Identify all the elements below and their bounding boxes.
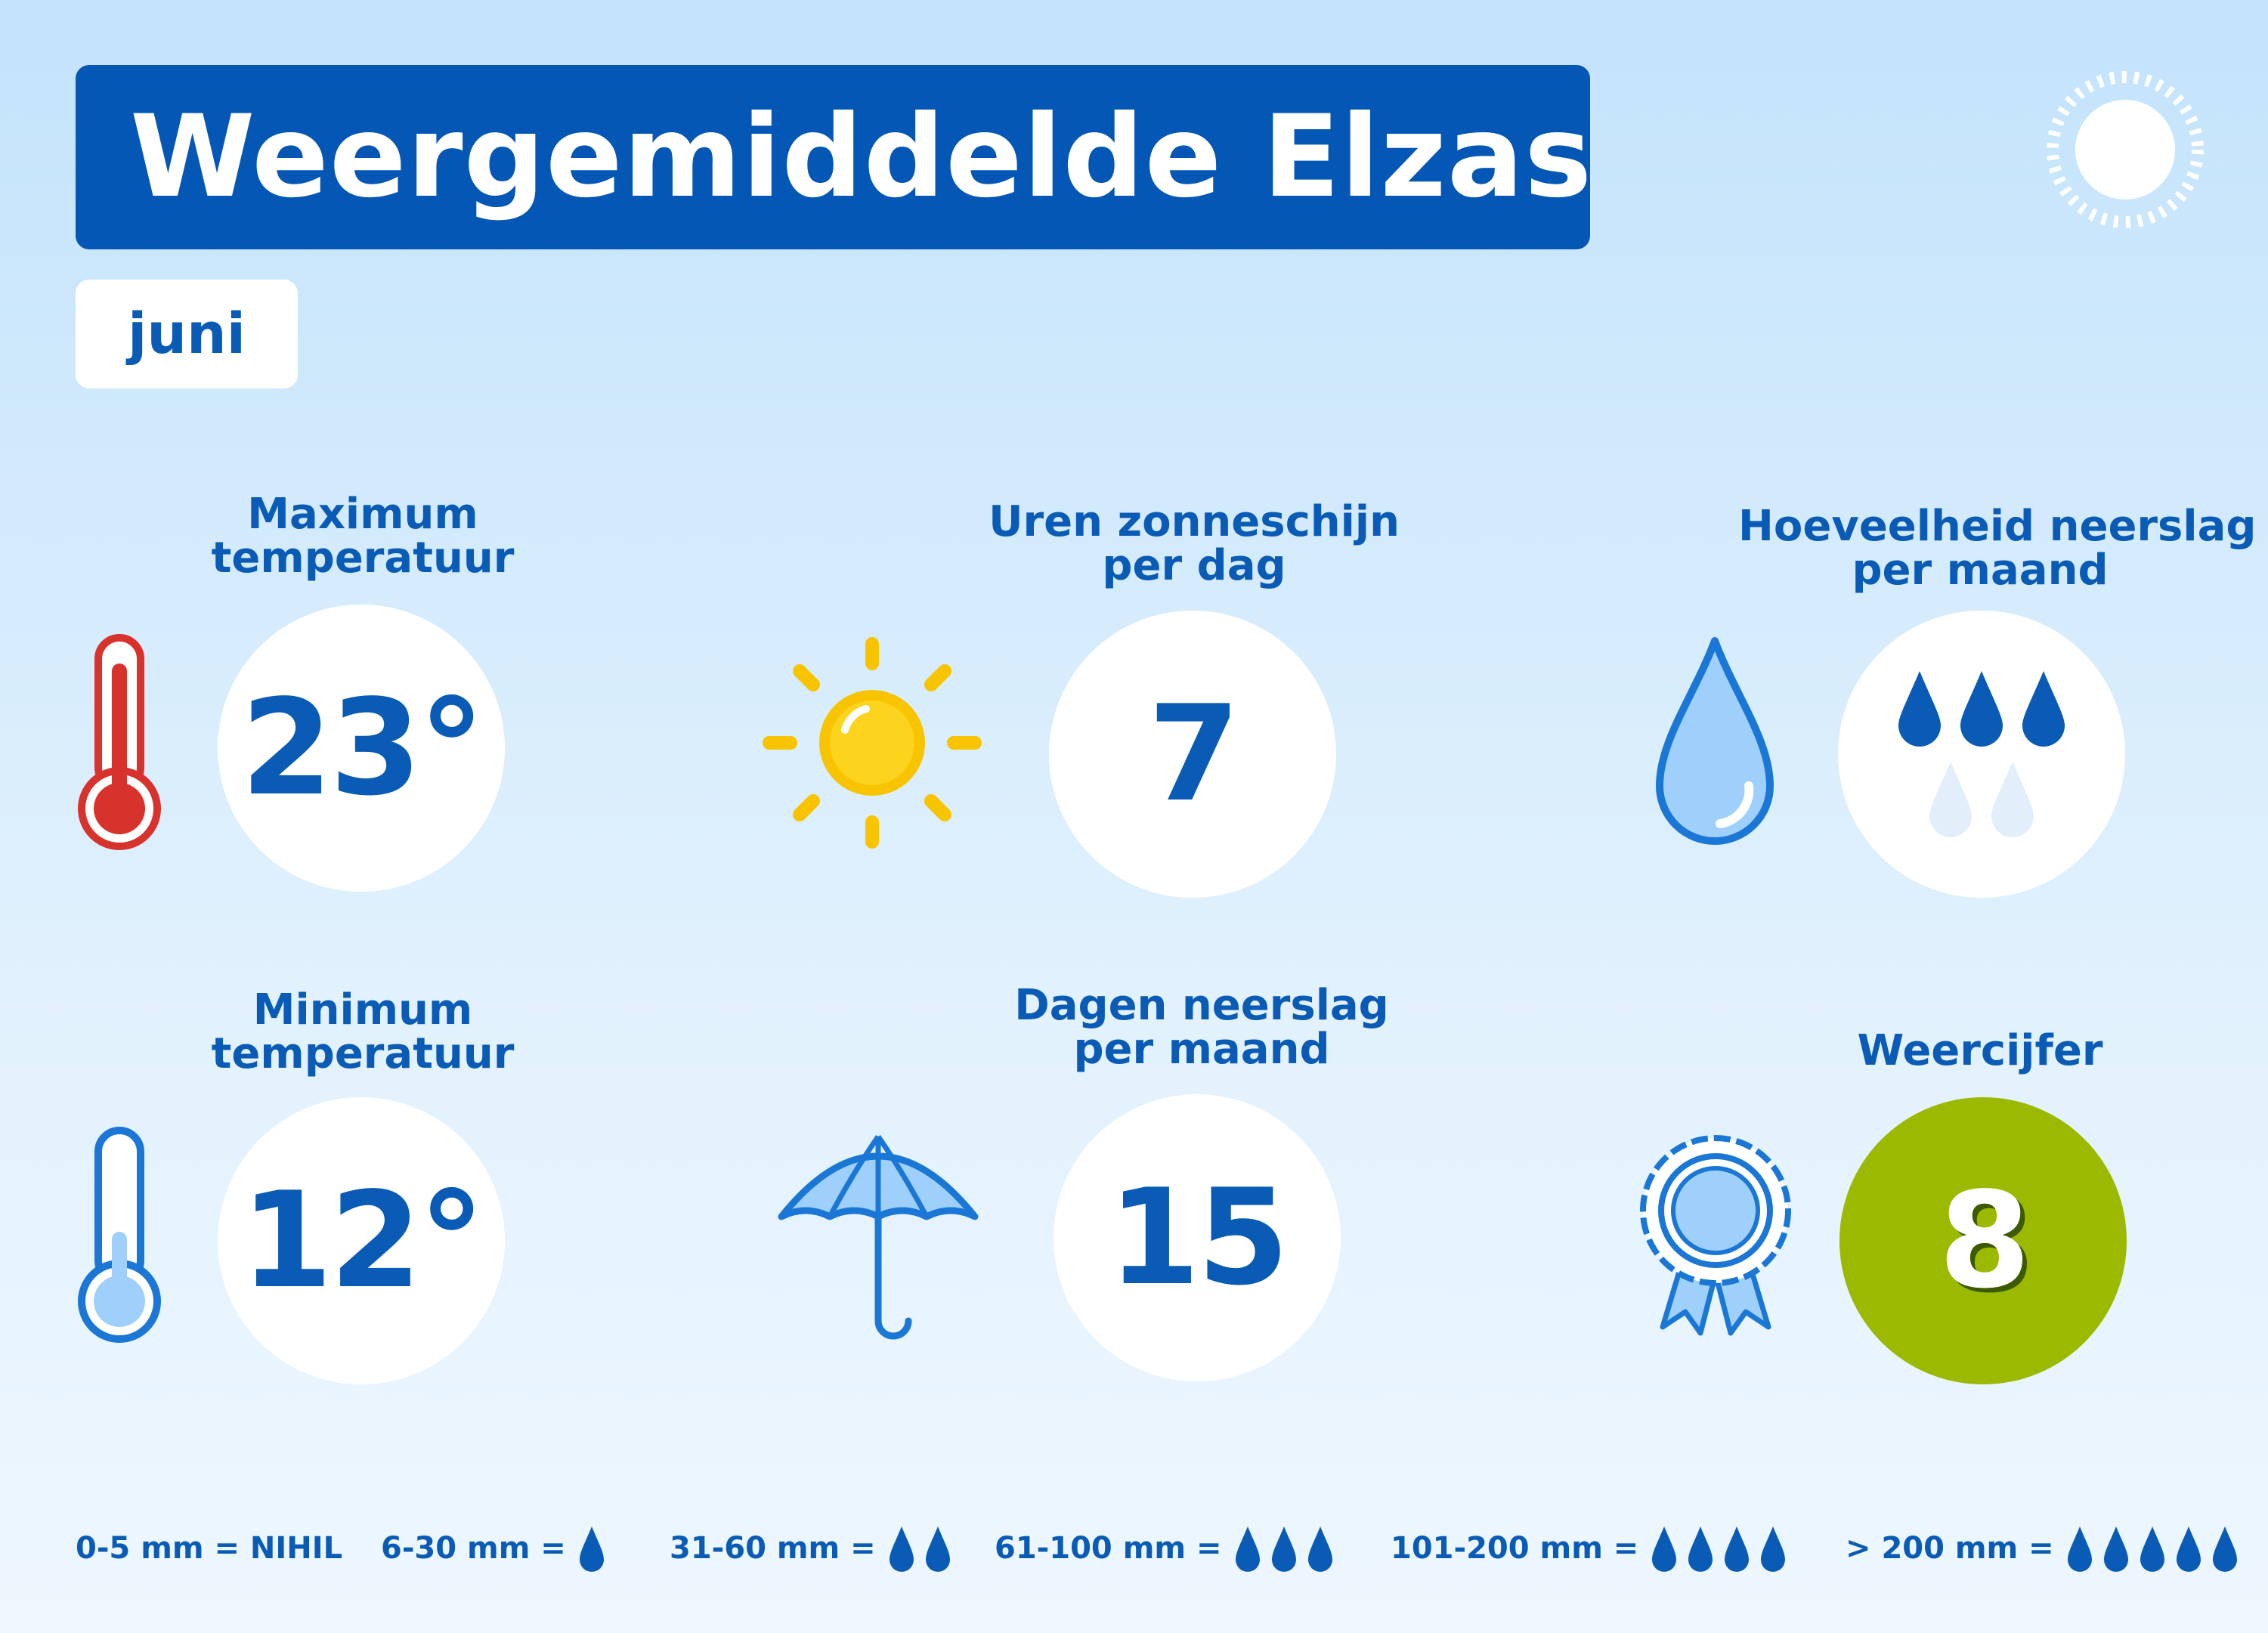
thermometer-cold-icon xyxy=(78,1127,161,1343)
sun-hours-label: Uren zonneschijn per dag xyxy=(989,497,1400,590)
rain-days-value: 15 xyxy=(1108,1161,1289,1315)
drop-filled-icon xyxy=(2022,671,2065,747)
legend-item: 31-60 mm = xyxy=(670,1522,951,1575)
weather-score-circle: 8 xyxy=(1839,1097,2127,1384)
month-badge: juni xyxy=(76,280,298,388)
legend-drops xyxy=(1234,1525,1334,1572)
legend-item: 101-200 mm = xyxy=(1391,1522,1787,1575)
title-banner: Weergemiddelde Elzas xyxy=(76,65,1593,249)
sun-hours-value: 7 xyxy=(1148,677,1240,831)
drop-icon xyxy=(1271,1526,1296,1572)
min-temp-label: Minimum temperatuur xyxy=(211,985,515,1078)
drop-icon xyxy=(925,1526,950,1572)
water-drop-icon xyxy=(1656,637,1774,845)
drop-icon xyxy=(2067,1526,2092,1572)
drop-icon xyxy=(1761,1526,1786,1572)
month-label: juni xyxy=(127,302,246,366)
max-temp-circle: 23° xyxy=(218,605,505,892)
rain-days-circle: 15 xyxy=(1054,1094,1341,1381)
precip-amount-circle xyxy=(1838,611,2125,898)
page-title: Weergemiddelde Elzas xyxy=(130,91,1593,223)
max-temp-label: Maximum temperatuur xyxy=(211,490,515,583)
min-temp-value: 12° xyxy=(240,1164,484,1318)
thermometer-hot-icon xyxy=(78,634,161,850)
drop-icon xyxy=(2140,1526,2164,1572)
drop-icon xyxy=(579,1526,604,1572)
weather-score-value: 8 xyxy=(1938,1164,2031,1318)
drop-filled-icon xyxy=(1898,671,1941,747)
drop-empty-icon xyxy=(1929,762,1972,837)
drop-icon xyxy=(1652,1526,1677,1572)
drop-filled-icon xyxy=(1960,671,2003,747)
max-temp-value: 23° xyxy=(240,671,484,825)
legend-drops xyxy=(2066,1525,2239,1572)
precip-drops-icon xyxy=(1898,671,2065,837)
drop-icon xyxy=(889,1526,914,1572)
precip-amount-label: Hoeveelheid neerslag per maand xyxy=(1738,502,2257,595)
drop-icon xyxy=(1235,1526,1260,1572)
drop-icon xyxy=(2212,1526,2237,1572)
drop-icon xyxy=(1307,1526,1332,1572)
umbrella-icon xyxy=(778,1135,979,1340)
sun-icon xyxy=(763,637,982,849)
drop-icon xyxy=(1688,1526,1713,1572)
sun-hours-circle: 7 xyxy=(1049,611,1336,898)
drop-empty-icon xyxy=(1991,762,2034,837)
drop-icon xyxy=(2103,1526,2128,1572)
legend-drops xyxy=(888,1525,951,1572)
min-temp-circle: 12° xyxy=(218,1097,505,1384)
legend-item: 0-5 mm = NIHIL xyxy=(76,1531,343,1566)
legend-item: 6-30 mm = xyxy=(381,1522,605,1575)
drop-icon xyxy=(2176,1526,2201,1572)
drop-icon xyxy=(1725,1526,1750,1572)
legend-item: 61-100 mm = xyxy=(995,1522,1334,1575)
rain-days-label: Dagen neerslag per maand xyxy=(1014,981,1389,1074)
legend-drops xyxy=(1651,1525,1787,1572)
sun-outline-icon xyxy=(2047,71,2204,228)
legend-drops xyxy=(578,1525,605,1572)
weather-score-label: Weercijfer xyxy=(1857,1026,2103,1075)
legend-item: > 200 mm = xyxy=(1846,1522,2239,1575)
rosette-icon xyxy=(1640,1135,1791,1336)
